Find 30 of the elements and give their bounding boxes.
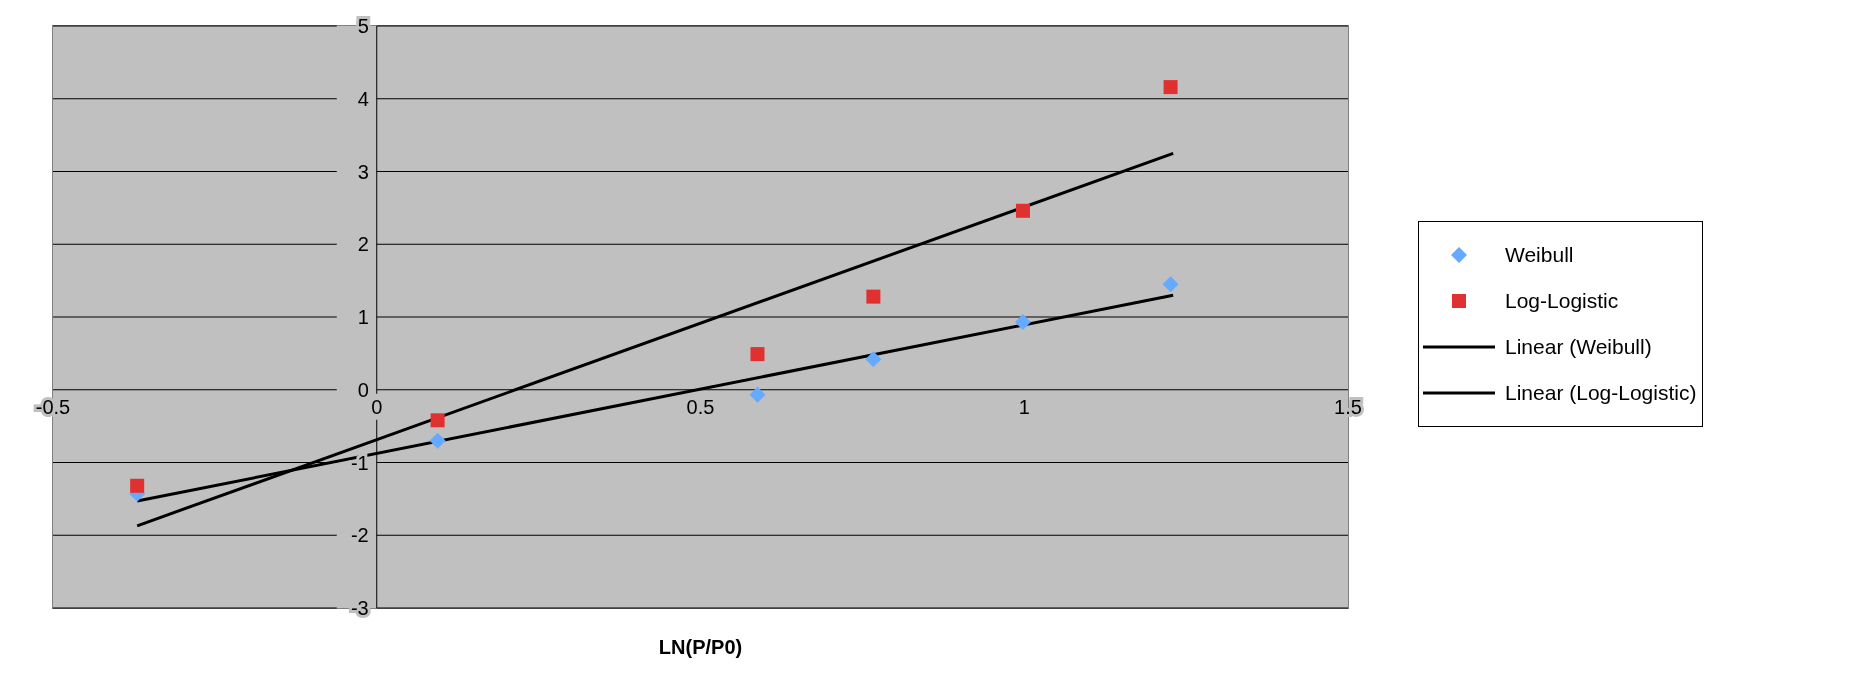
point (1163, 80, 1178, 95)
x-tick-label: 1 (1018, 395, 1030, 418)
point (130, 478, 145, 493)
point (430, 413, 445, 428)
point (1162, 276, 1179, 293)
x-axis-title: LN(P/P0) (657, 636, 744, 659)
point (749, 386, 766, 403)
x-tick-label: 0.5 (686, 395, 715, 418)
point (866, 289, 881, 304)
point (1015, 203, 1030, 218)
x-tick-label: 0 (371, 395, 383, 418)
legend-label: Log-Logistic (1505, 289, 1619, 313)
x-tick-label: 1.5 (1334, 395, 1362, 418)
point (1014, 314, 1031, 331)
y-tick-label: -2 (350, 524, 369, 547)
y-tick-label: 0 (357, 378, 369, 401)
y-tick-label: -1 (350, 451, 369, 474)
point (865, 351, 882, 368)
legend-label: Weibull (1505, 243, 1574, 267)
y-tick-label: 2 (357, 233, 369, 256)
x-tick-label: -0.5 (35, 395, 71, 418)
point (429, 432, 446, 449)
y-tick-label: 4 (357, 87, 369, 110)
point (750, 347, 765, 362)
y-tick-label: -3 (350, 597, 369, 619)
y-tick-label: 5 (357, 15, 369, 37)
y-tick-label: 1 (357, 306, 369, 328)
legend-label: Linear (Weibull) (1505, 335, 1652, 359)
legend-label: Linear (Log-Logistic) (1505, 381, 1697, 405)
y-tick-label: 3 (357, 160, 369, 183)
